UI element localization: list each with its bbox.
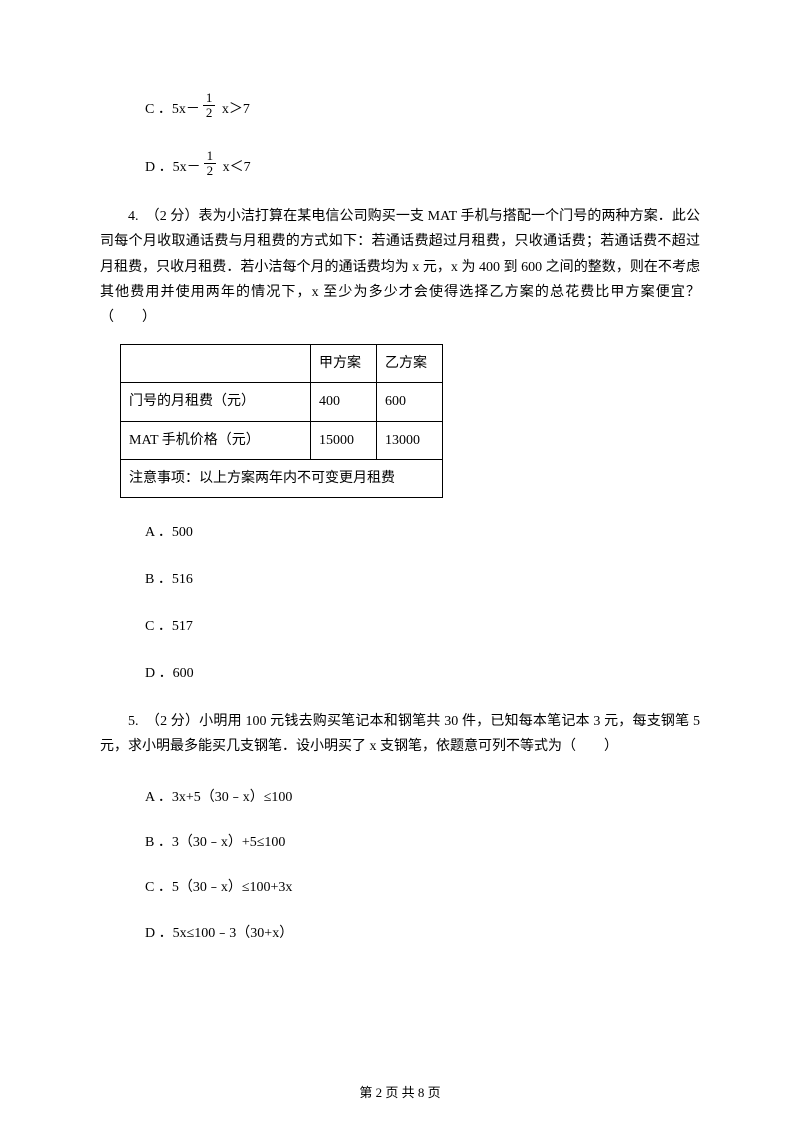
question-4: 4. （2 分）表为小洁打算在某电信公司购买一支 MAT 手机与搭配一个门号的两… [100,204,700,686]
cell: 乙方案 [377,345,443,383]
q4-table: 甲方案 乙方案 门号的月租费（元） 400 600 MAT 手机价格（元） 15… [120,344,443,498]
q5-option-a: A ．3x+5（30﹣x）≤100 [145,785,700,810]
fraction-half: 12 [204,149,217,179]
q4-option-c: C ．517 [145,614,700,639]
table-row: 甲方案 乙方案 [121,345,443,383]
table-row: MAT 手机价格（元） 15000 13000 [121,421,443,459]
cell: 门号的月租费（元） [121,383,311,421]
q3-option-d: D ．5x－12 x＜7 [145,153,700,183]
q5-option-c: C ．5（30﹣x）≤100+3x [145,875,700,900]
q4-option-a: A ．500 [145,520,700,545]
cell: 甲方案 [311,345,377,383]
q3-option-c: C ．5x－12 x＞7 [145,95,700,125]
cell: MAT 手机价格（元） [121,421,311,459]
opt-text: C ．5x－ [145,102,200,117]
cell [121,345,311,383]
cell: 15000 [311,421,377,459]
question-5: 5. （2 分）小明用 100 元钱去购买笔记本和钢笔共 30 件，已知每本笔记… [100,709,700,946]
q5-option-d: D ．5x≤100﹣3（30+x） [145,921,700,946]
cell: 13000 [377,421,443,459]
opt-text: x＞7 [218,102,250,117]
q5-stem: 5. （2 分）小明用 100 元钱去购买笔记本和钢笔共 30 件，已知每本笔记… [100,709,700,759]
table-row: 门号的月租费（元） 400 600 [121,383,443,421]
cell: 400 [311,383,377,421]
cell: 注意事项：以上方案两年内不可变更月租费 [121,459,443,497]
q5-option-b: B ．3（30﹣x）+5≤100 [145,830,700,855]
q4-option-b: B ．516 [145,567,700,592]
page-footer: 第 2 页 共 8 页 [0,1081,800,1104]
opt-text: D ．5x－ [145,160,201,175]
q4-stem: 4. （2 分）表为小洁打算在某电信公司购买一支 MAT 手机与搭配一个门号的两… [100,204,700,330]
q4-option-d: D ．600 [145,661,700,686]
opt-text: x＜7 [219,160,251,175]
table-row: 注意事项：以上方案两年内不可变更月租费 [121,459,443,497]
cell: 600 [377,383,443,421]
fraction-half: 12 [203,91,216,121]
